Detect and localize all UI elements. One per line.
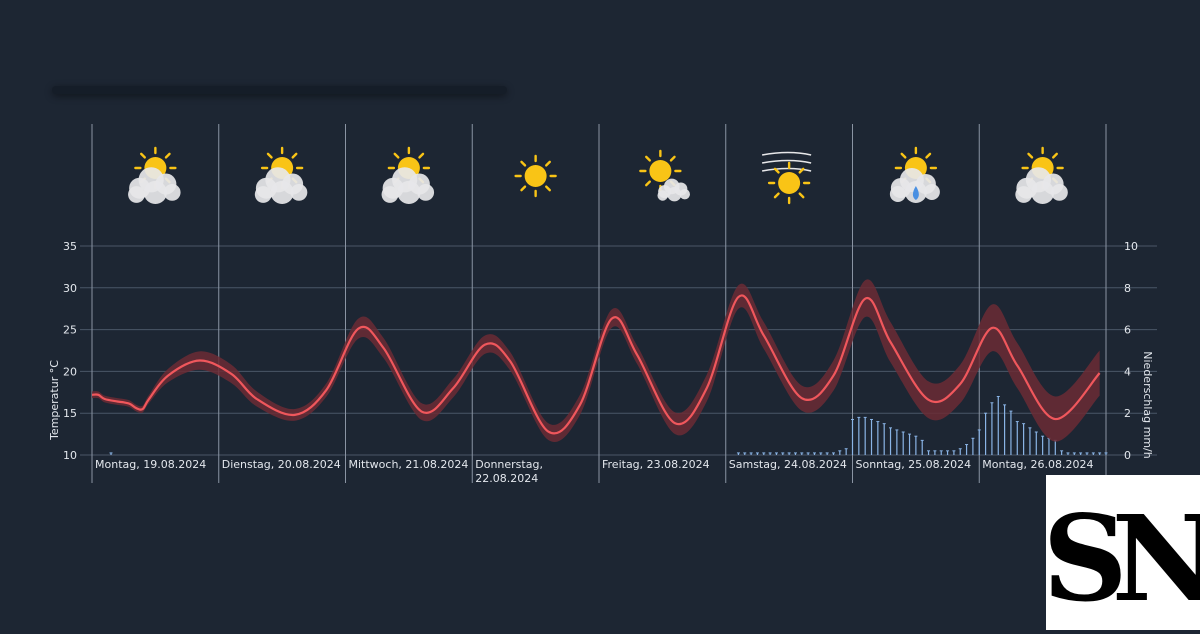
y-left-tick-label: 35 <box>63 240 77 253</box>
sun-ray <box>418 152 425 159</box>
sun-ray <box>545 160 551 167</box>
cloud-puff <box>128 186 145 203</box>
day-label: Mittwoch, 21.08.2024 <box>349 458 469 471</box>
cloud-puff <box>889 186 906 202</box>
day-label: Freitag, 23.08.2024 <box>602 458 710 471</box>
sun-cloud-icon <box>128 146 181 204</box>
sun-disc <box>649 160 672 182</box>
day-label: Sonntag, 25.08.2024 <box>856 458 972 471</box>
sun-wind-icon <box>761 151 812 205</box>
cloud-puff <box>1015 186 1033 203</box>
sun-icon <box>514 154 557 198</box>
sun-cloud-icon <box>381 146 435 204</box>
y-right-tick-label: 2 <box>1124 407 1131 420</box>
cloud-puff <box>143 180 167 204</box>
day-label-line: Montag, 26.08.2024 <box>982 458 1093 471</box>
sun-ray <box>645 180 651 187</box>
cloud-puff <box>679 189 690 200</box>
sun-ray <box>164 152 171 159</box>
day-label-line: Donnerstag, <box>475 458 543 471</box>
day-labels: Montag, 19.08.2024 Dienstag, 20.08.2024 Mi… <box>95 458 1093 485</box>
cloud-puff <box>397 180 421 204</box>
rain-drop <box>912 186 919 200</box>
sun-ray <box>773 192 780 199</box>
temperature-series <box>91 279 1101 442</box>
cloud-puff <box>381 186 399 203</box>
y-left-tick-label: 30 <box>63 282 77 295</box>
weather-icons <box>128 146 1068 205</box>
cloud-puff <box>163 184 181 201</box>
y-right-tick-label: 0 <box>1124 449 1131 462</box>
day-label-line: Sonntag, 25.08.2024 <box>856 458 972 471</box>
day-label: Donnerstag, 22.08.2024 <box>475 458 543 485</box>
sun-ray <box>291 152 298 159</box>
sun-ray <box>1052 152 1058 159</box>
sun-ray <box>773 167 780 174</box>
sn-logo: SN <box>1042 475 1200 630</box>
cloud-puff <box>923 184 940 200</box>
day-separator-lines <box>91 124 1107 483</box>
wind-line <box>761 151 812 156</box>
wind-line <box>761 159 812 164</box>
y-left-tick-label: 25 <box>63 324 77 337</box>
day-label-line: Samstag, 24.08.2024 <box>729 458 847 471</box>
title-placeholder-bar <box>52 86 507 94</box>
sun-ray <box>393 152 400 159</box>
y-left-tick-label: 15 <box>63 407 77 420</box>
day-label: Montag, 19.08.2024 <box>95 458 206 471</box>
day-label: Dienstag, 20.08.2024 <box>222 458 341 471</box>
day-label-line: Freitag, 23.08.2024 <box>602 458 710 471</box>
day-label: Montag, 26.08.2024 <box>982 458 1093 471</box>
sun-ray <box>140 152 146 159</box>
cloud-puff <box>254 186 272 203</box>
sun-ray <box>266 152 273 159</box>
temperature-line <box>91 294 1101 435</box>
sun-ray <box>520 185 527 192</box>
sn-logo-letters: SN <box>1046 489 1200 628</box>
sun-ray <box>798 167 805 174</box>
y-right-tick-label: 10 <box>1124 240 1138 253</box>
cloud-puff <box>657 190 668 201</box>
day-label: Samstag, 24.08.2024 <box>729 458 847 471</box>
day-label-line: Dienstag, 20.08.2024 <box>222 458 341 471</box>
sun-disc <box>524 165 547 187</box>
cloud-puff <box>1051 184 1068 201</box>
sun-disc <box>778 172 801 194</box>
cloud-puff <box>417 184 435 201</box>
cloud-puff <box>667 187 682 202</box>
day-label-line: Mittwoch, 21.08.2024 <box>349 458 469 471</box>
sun-ray <box>900 152 907 159</box>
cloud-puff <box>290 184 308 201</box>
sun-small-cloud-icon <box>639 149 690 202</box>
y-right-tick-label: 8 <box>1124 282 1131 295</box>
sun-ray <box>645 155 651 162</box>
day-label-line: 22.08.2024 <box>475 472 538 485</box>
sun-ray <box>925 152 932 159</box>
y-axis-right-ticks: 10 8 6 4 2 0 <box>1124 240 1138 462</box>
y-left-tick-label: 10 <box>63 449 77 462</box>
day-label-line: Montag, 19.08.2024 <box>95 458 206 471</box>
sun-cloud-rain-icon <box>889 146 940 203</box>
cloud-puff <box>1031 180 1055 204</box>
sun-ray <box>545 185 551 192</box>
cloud-puff <box>270 180 294 204</box>
sun-ray <box>1027 152 1034 159</box>
y-left-tick-label: 20 <box>63 365 77 378</box>
wind-line <box>761 167 812 172</box>
y-right-tick-label: 6 <box>1124 324 1131 337</box>
y-axis-right-label: Niederschlag mm/h <box>1141 351 1154 458</box>
y-right-tick-label: 4 <box>1124 365 1131 378</box>
sun-cloud-icon <box>1015 146 1068 204</box>
sun-cloud-icon <box>254 146 308 204</box>
sun-ray <box>669 155 676 162</box>
y-axis-left-label: Temperatur °C <box>48 360 61 441</box>
y-axis-left-ticks: 35 30 25 20 15 10 <box>63 240 77 462</box>
sun-ray <box>798 192 805 199</box>
sun-ray <box>520 160 527 167</box>
